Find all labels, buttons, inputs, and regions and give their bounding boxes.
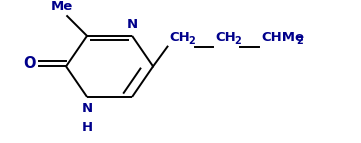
Text: CHMe: CHMe [261,31,304,44]
Text: CH: CH [215,31,236,44]
Text: CH: CH [169,31,190,44]
Text: 2: 2 [188,36,195,46]
Text: 2: 2 [296,36,303,46]
Text: N: N [127,18,138,31]
Text: N: N [82,102,92,115]
Text: 2: 2 [234,36,241,46]
Text: H: H [82,121,92,134]
Text: O: O [24,56,36,71]
Text: Me: Me [51,0,73,13]
